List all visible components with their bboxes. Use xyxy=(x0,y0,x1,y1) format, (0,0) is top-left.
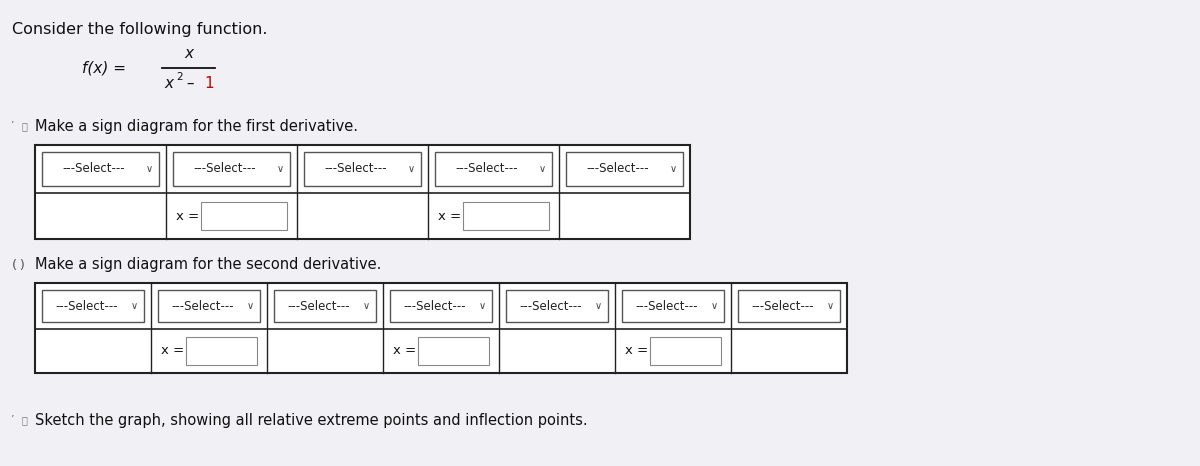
Bar xyxy=(35,145,690,239)
Bar xyxy=(463,202,550,230)
Text: ---Select---: ---Select--- xyxy=(586,163,649,176)
Text: Sketch the graph, showing all relative extreme points and inflection points.: Sketch the graph, showing all relative e… xyxy=(35,412,588,427)
Text: x: x xyxy=(184,47,193,62)
Text: ∨: ∨ xyxy=(670,164,677,174)
Text: ---Select---: ---Select--- xyxy=(324,163,386,176)
Bar xyxy=(622,290,724,322)
Bar xyxy=(390,290,492,322)
Text: f(x) =: f(x) = xyxy=(82,61,126,75)
Bar xyxy=(566,152,683,186)
Text: x =: x = xyxy=(176,210,199,222)
Text: Consider the following function.: Consider the following function. xyxy=(12,22,268,37)
Bar xyxy=(436,152,552,186)
Text: 2: 2 xyxy=(176,72,182,82)
Text: ( ): ( ) xyxy=(12,259,25,272)
Text: ---Select---: ---Select--- xyxy=(172,300,234,313)
Text: Make a sign diagram for the second derivative.: Make a sign diagram for the second deriv… xyxy=(35,258,382,273)
Bar xyxy=(506,290,608,322)
Text: ⤵: ⤵ xyxy=(22,121,28,131)
Text: ∨: ∨ xyxy=(246,301,253,311)
Text: ---Select---: ---Select--- xyxy=(403,300,466,313)
Text: ∨: ∨ xyxy=(131,301,138,311)
Text: ∨: ∨ xyxy=(710,301,718,311)
Bar xyxy=(186,337,257,364)
Text: ∨: ∨ xyxy=(276,164,283,174)
Text: ---Select---: ---Select--- xyxy=(55,300,118,313)
Text: x =: x = xyxy=(625,344,648,357)
Text: x: x xyxy=(164,76,173,91)
Text: ---Select---: ---Select--- xyxy=(288,300,350,313)
Text: ’: ’ xyxy=(10,415,13,425)
Text: ∨: ∨ xyxy=(408,164,414,174)
Bar xyxy=(35,283,847,373)
Text: ---Select---: ---Select--- xyxy=(751,300,814,313)
Bar xyxy=(304,152,421,186)
Text: ---Select---: ---Select--- xyxy=(520,300,582,313)
Text: ∨: ∨ xyxy=(594,301,601,311)
Bar xyxy=(42,152,158,186)
Bar xyxy=(42,290,144,322)
Text: ∨: ∨ xyxy=(539,164,546,174)
Bar xyxy=(173,152,290,186)
Text: ---Select---: ---Select--- xyxy=(193,163,256,176)
Bar xyxy=(738,290,840,322)
Text: ∨: ∨ xyxy=(362,301,370,311)
Text: ∨: ∨ xyxy=(145,164,152,174)
Bar xyxy=(418,337,490,364)
Text: x =: x = xyxy=(161,344,184,357)
Text: 1: 1 xyxy=(204,76,214,91)
Bar xyxy=(202,202,287,230)
Text: x =: x = xyxy=(394,344,416,357)
Text: ---Select---: ---Select--- xyxy=(455,163,517,176)
Text: ∨: ∨ xyxy=(827,301,834,311)
Bar xyxy=(158,290,260,322)
Text: –: – xyxy=(182,76,199,91)
Bar xyxy=(274,290,376,322)
Text: ’: ’ xyxy=(10,121,13,131)
Text: Make a sign diagram for the first derivative.: Make a sign diagram for the first deriva… xyxy=(35,118,358,133)
Text: ---Select---: ---Select--- xyxy=(636,300,698,313)
Text: ⤵: ⤵ xyxy=(22,415,28,425)
Text: ∨: ∨ xyxy=(479,301,486,311)
Text: x =: x = xyxy=(438,210,461,222)
Text: ---Select---: ---Select--- xyxy=(62,163,125,176)
Bar xyxy=(650,337,721,364)
